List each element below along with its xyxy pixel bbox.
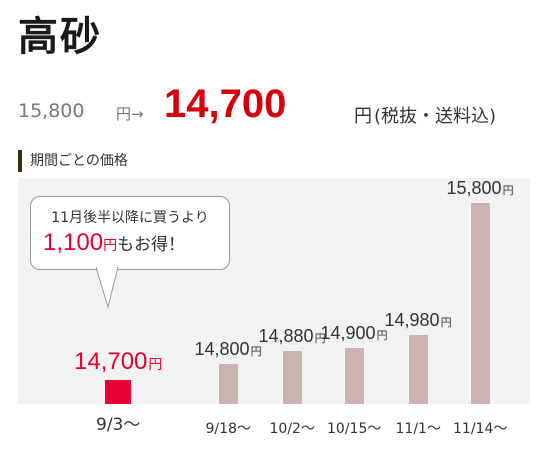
x-tick-label-5: 11/1～ [395, 421, 441, 437]
bar-3 [282, 350, 302, 404]
bar-1 [105, 379, 131, 404]
savings-callout: 11月後半以降に買うより 1,100円もお得！ [30, 196, 230, 270]
price-note: (税抜・送料込) [374, 106, 497, 127]
bar-value-label-2: 14,800円 [195, 339, 262, 360]
bar-value-label-4: 14,900円 [321, 323, 388, 344]
bar-value-unit-6: 円 [502, 184, 514, 197]
x-tick-label-1: 9/3～ [96, 415, 141, 435]
x-tick-label-6: 11/14～ [453, 421, 508, 437]
bar-4 [344, 347, 364, 404]
callout-pointer [96, 267, 119, 309]
bar-value-5: 14,980 [384, 309, 440, 330]
section-title: 期間ごとの価格 [18, 150, 128, 172]
bar-value-6: 15,800 [446, 178, 502, 198]
original-price-unit: 円→ [116, 105, 144, 123]
callout-text: 11月後半以降に買うより [51, 210, 209, 226]
bar-value-unit-4: 円 [376, 328, 388, 342]
original-price: 15,800 [18, 100, 85, 122]
bar-value-4: 14,900 [320, 322, 376, 343]
callout-savings: 1,100円もお得！ [43, 229, 185, 257]
bar-value-label-1: 14,700円 [74, 348, 162, 376]
bar-2 [218, 363, 238, 404]
callout-amount-unit: 円 [103, 238, 118, 254]
bar-value-1: 14,700 [74, 347, 148, 375]
sale-price-unit: 円 [354, 106, 372, 127]
bar-value-unit-1: 円 [148, 356, 163, 373]
sale-price: 14,700 [164, 82, 287, 126]
x-axis-band [18, 404, 530, 458]
bar-value-unit-5: 円 [440, 315, 452, 329]
x-tick-label-2: 9/18～ [205, 421, 251, 437]
bar-value-label-5: 14,980円 [385, 310, 452, 331]
bar-6 [470, 203, 490, 404]
bar-value-unit-2: 円 [250, 344, 262, 358]
bar-value-label-3: 14,880円 [259, 326, 326, 347]
bar-value-unit-3: 円 [314, 331, 326, 345]
x-tick-label-3: 10/2～ [269, 421, 315, 437]
bar-value-2: 14,800 [194, 338, 250, 359]
bar-value-3: 14,880 [258, 325, 314, 346]
bar-5 [408, 334, 428, 404]
bar-value-label-6: 15,800円 [447, 178, 514, 199]
page-title: 高砂 [18, 13, 102, 60]
callout-rest: もお得！ [117, 235, 186, 255]
callout-amount: 1,100 [43, 229, 104, 256]
x-tick-label-4: 10/15～ [327, 421, 382, 437]
